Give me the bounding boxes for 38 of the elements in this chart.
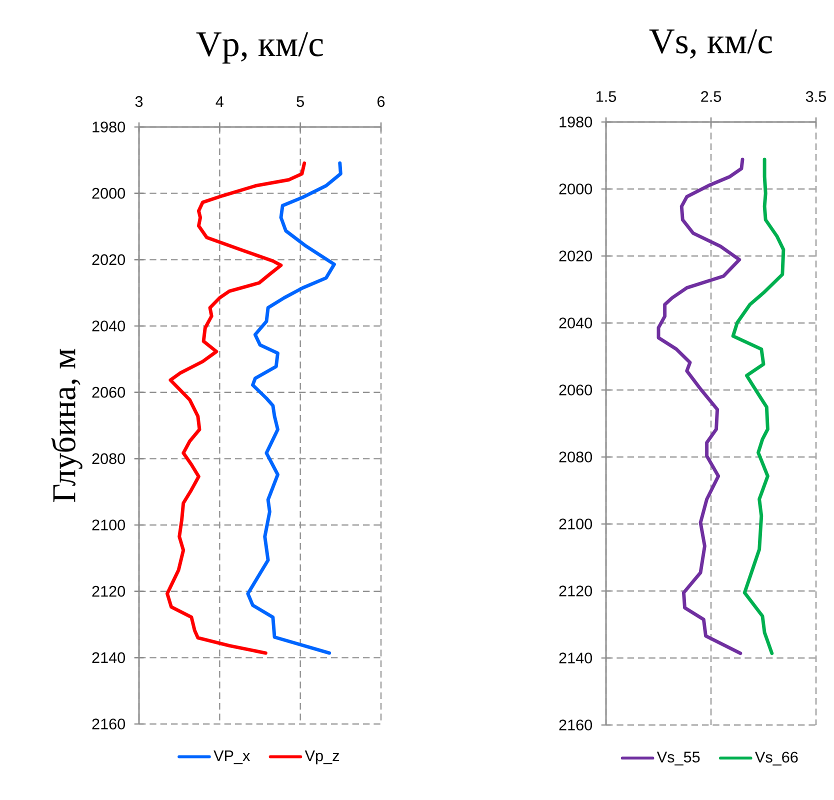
chart-title: Vs, км/с (649, 29, 772, 59)
chart-title: Vp, км/с (196, 32, 323, 64)
legend-label: Vs_66 (755, 752, 798, 766)
x-tick-label: 6 (378, 96, 385, 107)
y-tick-label: 1980 (560, 116, 592, 128)
y-tick-label: 2060 (92, 386, 126, 398)
line-series (166, 161, 306, 655)
y-tick-label: 2080 (92, 453, 126, 464)
legend-label: VP_x (214, 750, 250, 764)
x-tick-label: 2.5 (701, 91, 722, 102)
y-tick-label: 2140 (559, 652, 592, 664)
x-tick-label: 5 (296, 96, 304, 107)
y-tick-label: 2060 (559, 384, 592, 396)
y-tick-label: 2100 (92, 520, 126, 530)
line-series (656, 158, 744, 656)
y-tick-label: 2160 (92, 718, 126, 730)
x-tick-label: 1.5 (596, 91, 616, 102)
y-tick-label: 2000 (92, 188, 126, 199)
legend-label: Vp_z (304, 750, 339, 764)
legend-label: Vs_55 (656, 752, 700, 766)
y-tick-label: 1980 (92, 122, 126, 132)
x-tick-label: 3.5 (806, 91, 826, 102)
y-tick-label: 2160 (559, 720, 592, 730)
y-tick-label: 2100 (559, 518, 592, 530)
y-tick-label: 2080 (559, 452, 592, 462)
y-tick-label: 2020 (559, 250, 592, 262)
line-series (731, 158, 786, 656)
y-tick-label: 2140 (92, 652, 126, 664)
line-series (246, 161, 342, 655)
y-tick-label: 2120 (92, 586, 126, 597)
y-tick-label: 2040 (559, 318, 592, 328)
y-axis-title: Глубина, м (51, 348, 82, 502)
y-tick-label: 2000 (559, 184, 592, 194)
x-tick-label: 3 (135, 96, 143, 107)
y-tick-label: 2040 (92, 320, 126, 332)
y-tick-label: 2020 (92, 254, 126, 266)
y-tick-label: 2120 (559, 586, 592, 596)
x-tick-label: 4 (216, 96, 224, 107)
